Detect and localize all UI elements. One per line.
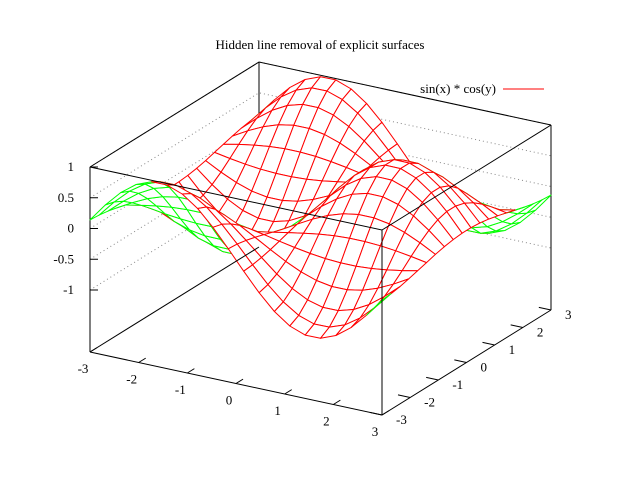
y-tick <box>426 376 439 381</box>
z-tick-label: 0.5 <box>58 190 74 205</box>
y-tick-label: 2 <box>537 325 544 340</box>
y-tick <box>510 324 523 328</box>
y-tick <box>369 411 383 416</box>
x-tick <box>284 389 292 395</box>
y-tick-label: 1 <box>509 342 515 357</box>
y-tick <box>397 394 411 398</box>
x-tick-label: -3 <box>78 361 89 376</box>
y-tick-label: 0 <box>481 360 488 375</box>
x-tick <box>138 357 146 363</box>
surface-cell <box>89 201 115 221</box>
x-tick <box>333 399 341 405</box>
x-tick <box>381 410 390 416</box>
y-tick-label: -3 <box>396 412 407 427</box>
y-tick <box>482 341 495 346</box>
x-tick-label: 3 <box>372 424 379 439</box>
x-tick <box>89 347 98 353</box>
legend: sin(x) * cos(y) <box>420 81 544 96</box>
x-tick-label: 0 <box>226 393 233 408</box>
x-tick-label: 2 <box>323 414 330 429</box>
x-tick-label: -1 <box>175 382 186 397</box>
legend-label: sin(x) * cos(y) <box>420 81 496 96</box>
chart-title: Hidden line removal of explicit surfaces <box>215 37 424 52</box>
z-tick-label: -1 <box>63 282 74 297</box>
y-tick-label: -1 <box>452 377 463 392</box>
z-tick-label: 0 <box>68 221 75 236</box>
x-tick <box>187 368 195 374</box>
surface-mesh <box>89 76 552 339</box>
y-tick-label: 3 <box>565 307 572 322</box>
z-tick-label: -0.5 <box>53 251 74 266</box>
surface-cell <box>366 293 392 316</box>
y-tick-label: -2 <box>424 395 435 410</box>
x-tick <box>235 378 244 384</box>
axis-ticks: -3 -2 -1 0 1 2 3 -3 -2 -1 0 1 2 3 1 0.5 0 -0.5 -1 <box>53 159 571 439</box>
x-tick-label: -2 <box>126 372 137 387</box>
x-tick-label: 1 <box>274 403 281 418</box>
z-tick-label: 1 <box>68 159 75 174</box>
y-tick <box>454 359 467 363</box>
y-tick <box>538 306 552 311</box>
base-left-edge <box>89 246 260 353</box>
